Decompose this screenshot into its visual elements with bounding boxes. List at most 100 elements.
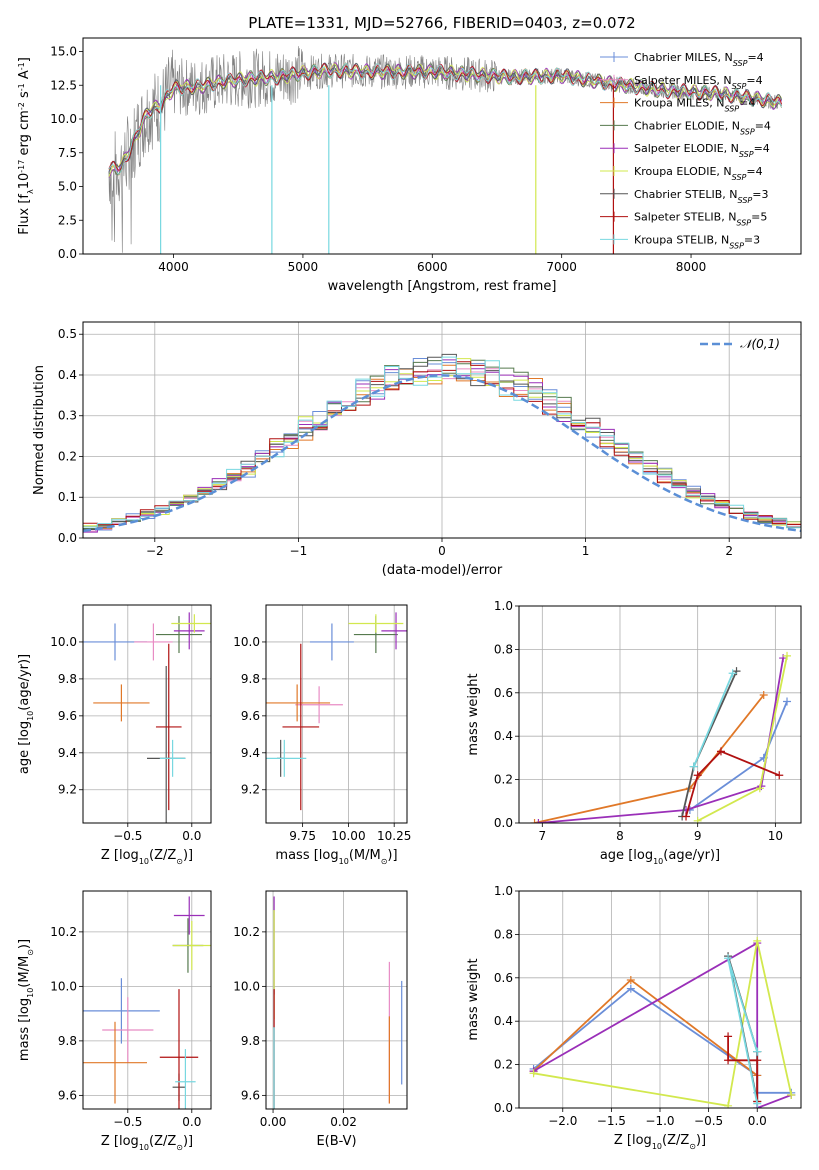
y-tick-label: 0.2	[58, 449, 77, 463]
axes-frame	[518, 605, 802, 824]
legend-entry: Kroupa ELODIE, NSSP=4	[634, 165, 763, 182]
x-tick-label: 5000	[288, 260, 319, 274]
x-tick-label: 8000	[676, 260, 707, 274]
y-tick-label: 0.0	[494, 1101, 513, 1115]
plot-area	[83, 353, 801, 535]
plot-area	[529, 936, 796, 1108]
plot-area	[530, 651, 792, 823]
x-tick-label: −1.0	[645, 1114, 674, 1128]
plot-area	[273, 896, 403, 1109]
axes-frame	[265, 890, 408, 1110]
mass-weight-line	[685, 750, 780, 817]
panel-mass-vs-z: −0.5 0.0 9.6 9.8 10.0 10.2 Z [log10(Z/Z⊙)] mass…	[17, 890, 212, 1152]
y-tick-label: 0.3	[58, 409, 77, 423]
mass-weight-point	[534, 819, 543, 823]
mass-weight-point	[755, 784, 764, 793]
y-tick-label: 9.8	[58, 1034, 77, 1048]
mass-weight-point	[530, 819, 539, 823]
y-tick-label: 9.6	[241, 709, 260, 723]
mass-weight-line	[692, 672, 734, 767]
y-tick-label: 9.8	[241, 672, 260, 686]
y-tick-label: 5.0	[58, 180, 77, 194]
figure-title: PLATE=1331, MJD=52766, FIBERID=0403, z=0…	[248, 14, 635, 32]
x-tick-label: −1	[290, 544, 308, 558]
x-axis-label: age [log10(age/yr)]	[600, 848, 720, 866]
observed-spectrum-line	[108, 46, 782, 253]
y-tick-label: 9.2	[241, 783, 260, 797]
mass-weight-line	[533, 940, 793, 1107]
mass-weight-point	[732, 667, 741, 676]
x-tick-label: 0	[438, 544, 446, 558]
y-tick-label: 10.0	[233, 635, 260, 649]
legend-entry: Kroupa MILES, NSSP=4	[634, 97, 755, 114]
x-tick-label: −2.0	[548, 1114, 577, 1128]
y-tick-label: 9.2	[58, 783, 77, 797]
mass-weight-point	[716, 747, 725, 756]
mass-weight-point	[783, 697, 792, 706]
legend-entry: Chabrier MILES, NSSP=4	[634, 51, 764, 68]
x-tick-label: 10.25	[377, 829, 411, 843]
mass-weight-point	[724, 1032, 733, 1041]
x-tick-label: 0.0	[748, 1114, 767, 1128]
plot-area	[83, 612, 211, 823]
mass-weight-point	[693, 771, 702, 780]
axes-frame	[82, 604, 212, 824]
y-axis-label: Flux [fλ10-17 erg cm-2 s-1 A-1]	[17, 57, 35, 235]
mass-weight-point	[626, 984, 635, 993]
legend-entry: Kroupa STELIB, NSSP=3	[634, 233, 760, 250]
normal-distribution-curve	[83, 374, 801, 533]
panel-age-vs-z: −0.5 0.0 9.2 9.4 9.6 9.8 10.0 Z [log10(Z/Z⊙)] ag…	[17, 604, 212, 866]
mass-weight-point	[787, 1090, 796, 1099]
y-tick-label: 0.2	[494, 773, 513, 787]
y-tick-label: 12.5	[50, 78, 77, 92]
y-tick-label: 0.6	[494, 971, 513, 985]
panel-spectrum: 4000 5000 6000 7000 8000 0.0 2.5 5.0 7.5 10.0 12.5…	[17, 37, 802, 294]
panel-age-vs-mass: 9.75 10.00 10.25 9.2 9.4 9.6 9.8 10.0 mass [log1…	[233, 604, 411, 866]
y-tick-label: 7.5	[58, 146, 77, 160]
mass-weight-point	[753, 936, 762, 945]
panel-residuals: −2 −1 0 1 2 0.0 0.1 0.2 0.3 0.4 0.5 (data-model)/er…	[32, 321, 802, 578]
axes-frame	[518, 890, 802, 1109]
model-spectrum-line	[108, 62, 783, 175]
y-tick-label: 0.1	[58, 490, 77, 504]
x-axis-label: Z [log10(Z/Z⊙)]	[101, 1134, 193, 1152]
y-tick-label: 0.8	[494, 927, 513, 941]
y-tick-label: 9.8	[241, 1034, 260, 1048]
y-tick-label: 9.6	[58, 1088, 77, 1102]
x-axis-label: wavelength [Angstrom, rest frame]	[328, 279, 557, 294]
y-axis-label: Normed distribution	[32, 365, 47, 495]
y-tick-label: 0.0	[58, 531, 77, 545]
mass-weight-line	[727, 1036, 759, 1102]
mass-weight-point	[728, 669, 737, 678]
y-tick-label: 10.0	[50, 112, 77, 126]
legend: Chabrier MILES, NSSP=4 Salpeter MILES, NS…	[600, 51, 771, 250]
mass-weight-point	[689, 762, 698, 771]
y-tick-label: 2.5	[58, 213, 77, 227]
panel-weight-vs-age: 7 8 9 10 0.0 0.2 0.4 0.6 0.8 1.0 age [log10(age/yr…	[466, 599, 802, 866]
x-axis-label: E(B-V)	[316, 1134, 356, 1149]
x-tick-label: 6000	[417, 260, 448, 274]
x-axis-label: Z [log10(Z/Z⊙)]	[614, 1133, 706, 1151]
x-axis-label: (data-model)/error	[382, 563, 503, 578]
y-tick-label: 10.2	[50, 925, 77, 939]
y-tick-label: 1.0	[494, 884, 513, 898]
x-axis-label: Z [log10(Z/Z⊙)]	[101, 848, 193, 866]
y-tick-label: 9.4	[58, 746, 77, 760]
y-tick-label: 1.0	[494, 599, 513, 613]
legend-entry: Chabrier ELODIE, NSSP=4	[634, 119, 771, 136]
plot-area	[83, 896, 211, 1109]
y-tick-label: 9.4	[241, 746, 260, 760]
y-tick-label: 9.6	[58, 709, 77, 723]
mass-weight-point	[783, 651, 792, 660]
axes-frame	[82, 890, 212, 1110]
y-axis-label: mass [log10(M/M⊙)]	[17, 939, 35, 1061]
x-tick-label: 9	[694, 829, 702, 843]
plot-area	[266, 612, 407, 811]
legend-entry: Salpeter ELODIE, NSSP=4	[634, 142, 770, 159]
panel-mass-vs-ebv: 0.00 0.02 9.6 9.8 10.0 10.2 E(B-V)	[233, 890, 408, 1149]
axes-frame	[82, 321, 802, 539]
y-axis-label: age [log10(age/yr)]	[17, 654, 35, 774]
x-tick-label: 7	[538, 829, 546, 843]
x-tick-label: −0.5	[113, 1115, 142, 1129]
